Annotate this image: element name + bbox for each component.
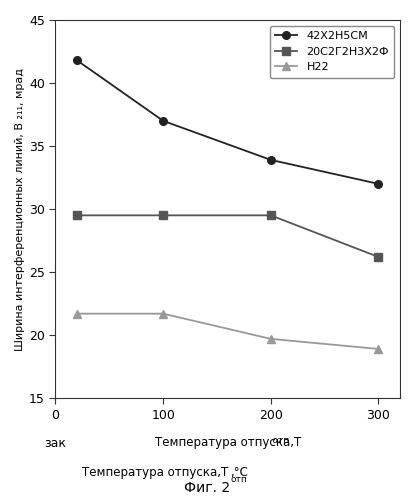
42Х2Н5СМ	[161, 118, 166, 124]
20С2Г2Н3Х2Ф	[376, 254, 381, 260]
Text: отп: отп	[230, 475, 247, 484]
Line: 42Х2Н5СМ: 42Х2Н5СМ	[73, 56, 382, 188]
42Х2Н5СМ	[376, 181, 381, 187]
Text: Фиг. 2: Фиг. 2	[184, 481, 231, 495]
20С2Г2Н3Х2Ф	[161, 212, 166, 218]
Text: ,°C: ,°C	[230, 466, 248, 479]
Н22	[376, 346, 381, 352]
Line: 20С2Г2Н3Х2Ф: 20С2Г2Н3Х2Ф	[73, 212, 382, 261]
42Х2Н5СМ	[75, 58, 80, 64]
20С2Г2Н3Х2Ф	[269, 212, 273, 218]
Text: Температура отпуска,T: Температура отпуска,T	[82, 466, 228, 479]
Н22	[161, 310, 166, 316]
42Х2Н5СМ	[269, 157, 273, 163]
Text: отп: отп	[166, 436, 289, 445]
Legend: 42Х2Н5СМ, 20С2Г2Н3Х2Ф, Н22: 42Х2Н5СМ, 20С2Г2Н3Х2Ф, Н22	[270, 26, 394, 78]
Y-axis label: Ширина интерференционных линий, B ₂₁₁, мрад: Ширина интерференционных линий, B ₂₁₁, м…	[15, 68, 25, 350]
Text: Температура отпуска,T: Температура отпуска,T	[155, 436, 301, 449]
20С2Г2Н3Х2Ф	[75, 212, 80, 218]
Н22	[269, 336, 273, 342]
Line: Н22: Н22	[73, 310, 382, 353]
Н22	[75, 310, 80, 316]
Text: зак: зак	[44, 437, 66, 450]
